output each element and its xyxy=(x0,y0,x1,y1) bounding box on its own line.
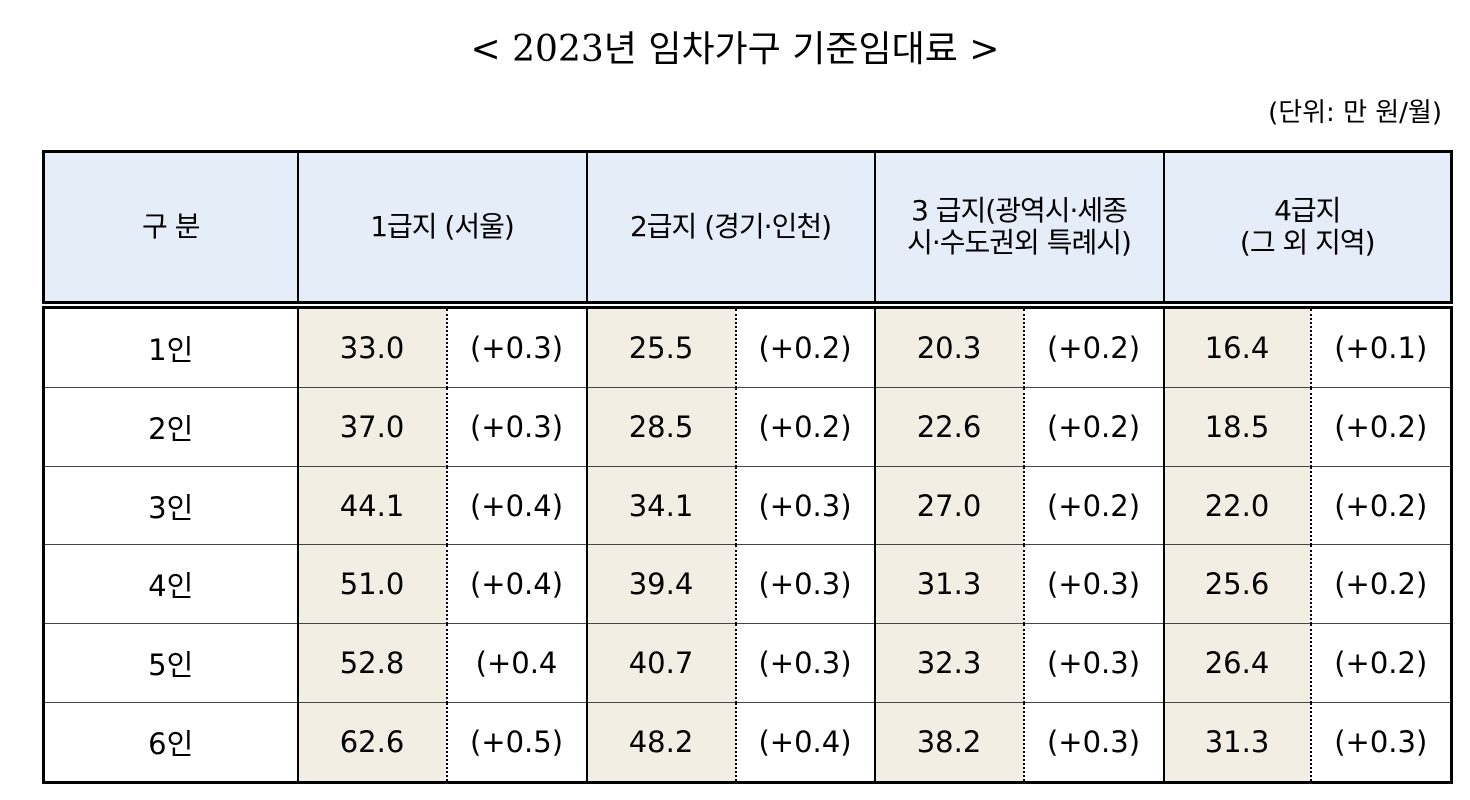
row-label: 2인 xyxy=(43,387,299,467)
rent-value: 20.3 xyxy=(874,306,1025,389)
header-cell: 3 급지(광역시·세종 시·수도권외 특례시) xyxy=(873,150,1165,304)
header-table: 구 분 1급지 (서울) 2급지 (경기·인천) 3 급지(광역시·세종 시·수도권외 … xyxy=(42,150,1453,304)
rent-value: 52.8 xyxy=(297,623,448,703)
rent-change: (+0.3) xyxy=(735,465,876,546)
table-row: 1인 33.0 (+0.3) 25.5 (+0.2) 20.3 (+0.2) 16.4 (+0.… xyxy=(43,306,1453,389)
header-cell: 1급지 (서울) xyxy=(296,150,588,304)
rent-value: 37.0 xyxy=(297,387,448,467)
table-row: 4인 51.0 (+0.4) 39.4 (+0.3) 31.3 (+0.3) 25.6 (+0.… xyxy=(43,544,1453,625)
rent-change: (+0.2) xyxy=(1023,306,1165,389)
rent-change: (+0.3) xyxy=(735,544,876,625)
table-body: 1인 33.0 (+0.3) 25.5 (+0.2) 20.3 (+0.2) 16.4 (+0.… xyxy=(43,306,1453,784)
rent-change: (+0.2) xyxy=(1310,387,1453,467)
row-label: 6인 xyxy=(43,701,299,784)
header-line: 1급지 (서울) xyxy=(370,210,515,243)
row-label: 3인 xyxy=(43,465,299,546)
row-label: 5인 xyxy=(43,623,299,703)
rent-change: (+0.4 xyxy=(446,623,588,703)
rent-change: (+0.2) xyxy=(735,306,876,389)
rent-change: (+0.3) xyxy=(735,623,876,703)
table-row: 3인 44.1 (+0.4) 34.1 (+0.3) 27.0 (+0.2) 22.0 (+0.… xyxy=(43,465,1453,546)
rent-value: 18.5 xyxy=(1163,387,1312,467)
rent-value: 22.0 xyxy=(1163,465,1312,546)
row-label: 4인 xyxy=(43,544,299,625)
rent-value: 38.2 xyxy=(874,701,1025,784)
rent-value: 16.4 xyxy=(1163,306,1312,389)
header-line: (그 외 지역) xyxy=(1239,226,1376,259)
rent-value: 39.4 xyxy=(586,544,737,625)
rent-value: 28.5 xyxy=(586,387,737,467)
rent-change: (+0.2) xyxy=(1310,465,1453,546)
row-label: 1인 xyxy=(43,306,299,389)
rent-value: 25.5 xyxy=(586,306,737,389)
header-line: 4급지 xyxy=(1274,194,1341,227)
rent-value: 51.0 xyxy=(297,544,448,625)
header-line: 시·수도권외 특례시) xyxy=(907,226,1132,259)
rent-value: 31.3 xyxy=(874,544,1025,625)
rent-change: (+0.2) xyxy=(735,387,876,467)
rent-change: (+0.3) xyxy=(1023,623,1165,703)
rent-change: (+0.2) xyxy=(1310,544,1453,625)
rent-value: 31.3 xyxy=(1163,701,1312,784)
rent-change: (+0.3) xyxy=(446,306,588,389)
rent-value: 44.1 xyxy=(297,465,448,546)
rent-value: 25.6 xyxy=(1163,544,1312,625)
header-line: 2급지 (경기·인천) xyxy=(629,210,832,243)
rent-value: 40.7 xyxy=(586,623,737,703)
rent-value: 26.4 xyxy=(1163,623,1312,703)
rent-value: 33.0 xyxy=(297,306,448,389)
rent-change: (+0.3) xyxy=(1023,544,1165,625)
header-line: 3 급지(광역시·세종 xyxy=(911,194,1128,227)
header-cell: 2급지 (경기·인천) xyxy=(585,150,876,304)
rent-change: (+0.2) xyxy=(1310,623,1453,703)
rent-change: (+0.2) xyxy=(1023,387,1165,467)
rent-value: 62.6 xyxy=(297,701,448,784)
body-table: 1인 33.0 (+0.3) 25.5 (+0.2) 20.3 (+0.2) 16.4 (+0.… xyxy=(42,306,1453,784)
rent-change: (+0.4) xyxy=(446,544,588,625)
rent-change: (+0.3) xyxy=(1310,701,1453,784)
rent-change: (+0.1) xyxy=(1310,306,1453,389)
header-cell: 구 분 xyxy=(42,150,299,304)
rent-value: 22.6 xyxy=(874,387,1025,467)
title: < 2023년 임차가구 기준임대료 > xyxy=(470,29,1000,70)
table-row: 6인 62.6 (+0.5) 48.2 (+0.4) 38.2 (+0.3) 31.3 (+0.… xyxy=(43,701,1453,784)
header-line: 구 분 xyxy=(142,210,200,243)
rent-value: 48.2 xyxy=(586,701,737,784)
rent-change: (+0.4) xyxy=(446,465,588,546)
table-row: 2인 37.0 (+0.3) 28.5 (+0.2) 22.6 (+0.2) 18.5 (+0.… xyxy=(43,387,1453,467)
rent-value: 32.3 xyxy=(874,623,1025,703)
header-cell: 4급지 (그 외 지역) xyxy=(1162,150,1453,304)
rent-change: (+0.3) xyxy=(1023,701,1165,784)
table-row: 5인 52.8 (+0.4 40.7 (+0.3) 32.3 (+0.3) 26.4 (+0.2… xyxy=(43,623,1453,703)
rent-value: 34.1 xyxy=(586,465,737,546)
rent-change: (+0.5) xyxy=(446,701,588,784)
rent-change: (+0.2) xyxy=(1023,465,1165,546)
rent-value: 27.0 xyxy=(874,465,1025,546)
rent-change: (+0.4) xyxy=(735,701,876,784)
rent-change: (+0.3) xyxy=(446,387,588,467)
unit-note: (단위: 만 원/월) xyxy=(1268,98,1442,128)
header-row: 구 분 1급지 (서울) 2급지 (경기·인천) 3 급지(광역시·세종 시·수도권외 … xyxy=(42,150,1453,304)
